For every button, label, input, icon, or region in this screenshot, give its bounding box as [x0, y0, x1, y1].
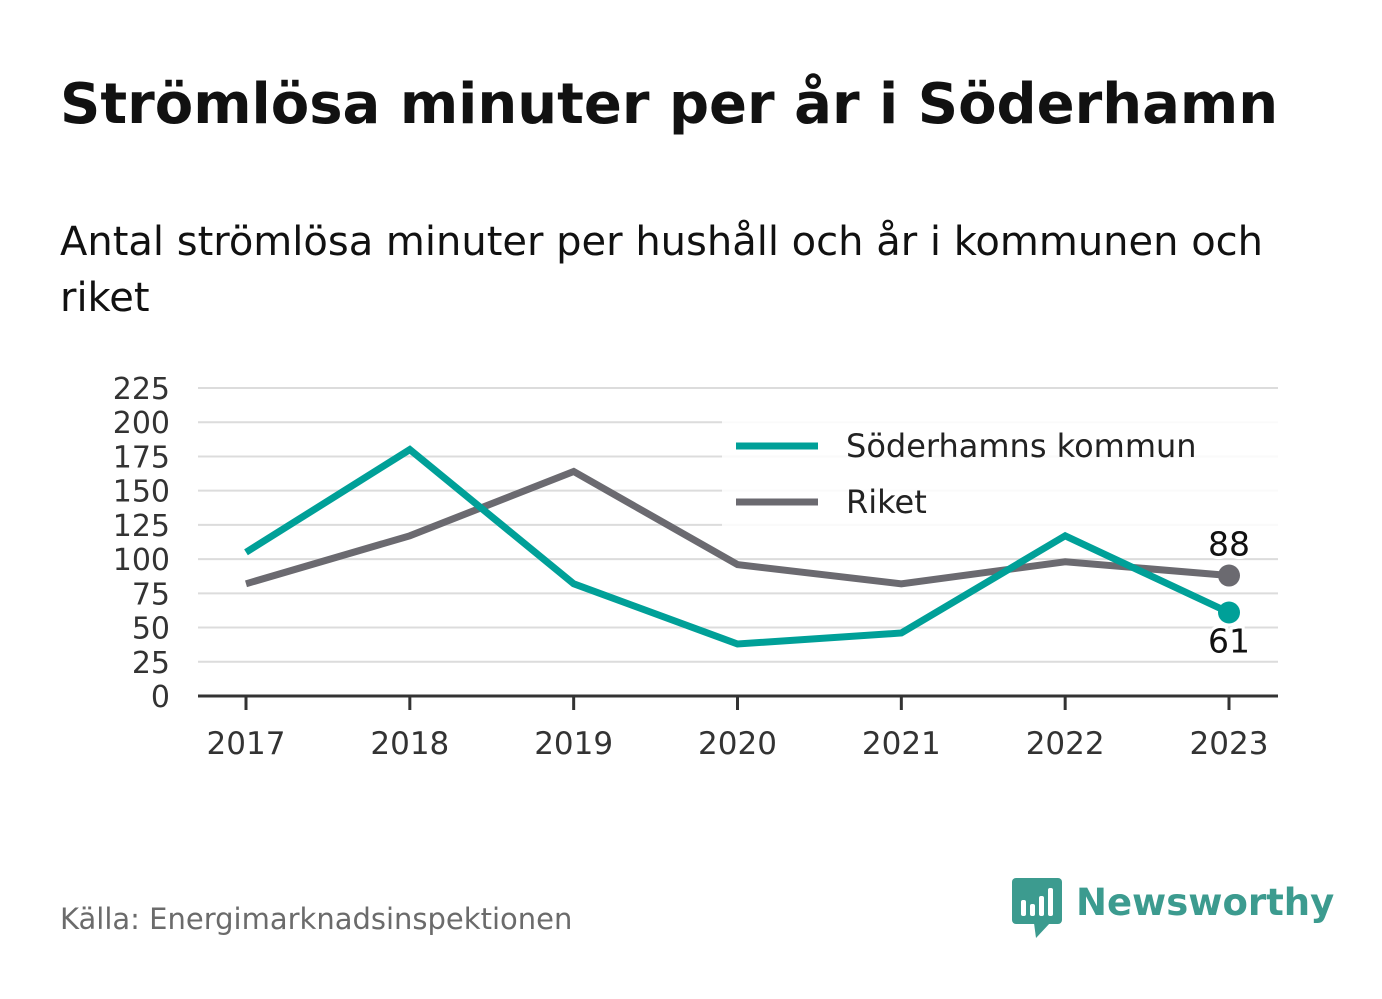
brand-name: Newsworthy [1076, 881, 1335, 924]
y-tick-label: 150 [113, 475, 170, 510]
y-tick-label: 175 [113, 440, 170, 475]
end-markers: 61 88 [1205, 522, 1253, 664]
end-marker [1218, 601, 1240, 624]
series-lines [244, 445, 1231, 648]
x-tick-label: 2021 [862, 726, 941, 762]
y-tick-label: 25 [132, 646, 170, 681]
chart-title: Strömlösa minuter per år i Söderhamn [60, 72, 1279, 137]
legend-background [722, 414, 1278, 526]
brand-logo[interactable]: Newsworthy [1012, 878, 1334, 942]
source-note: Källa: Energimarknadsinspektionen [60, 902, 573, 936]
legend: Söderhamns kommun Riket [722, 414, 1278, 526]
x-tick-label: 2017 [207, 726, 286, 762]
x-tick-label: 2019 [534, 726, 613, 762]
y-tick-label: 100 [113, 543, 170, 578]
legend-label: Riket [846, 483, 927, 521]
x-tick-label: 2018 [370, 726, 449, 762]
chart-subtitle: Antal strömlösa minuter per hushåll och … [60, 219, 1264, 321]
y-tick-label: 0 [151, 680, 170, 715]
end-value-label: 88 [1208, 525, 1250, 564]
x-tick-label: 2020 [698, 726, 777, 762]
end-marker [1218, 564, 1240, 587]
series-line [245, 467, 1230, 588]
y-tick-label: 125 [113, 509, 170, 544]
newsworthy-logo-icon [1012, 878, 1062, 938]
y-tick-label: 50 [132, 612, 170, 647]
y-tick-label: 75 [132, 577, 170, 612]
x-tick-label: 2023 [1190, 726, 1269, 762]
series-line [244, 445, 1231, 648]
y-tick-label: 225 [113, 372, 170, 407]
end-value-label: 61 [1208, 621, 1250, 660]
legend-label: Söderhamns kommun [846, 427, 1197, 465]
x-axis: 2017 2018 2019 2020 2021 2022 2023 [198, 694, 1278, 762]
x-tick-label: 2022 [1026, 726, 1105, 762]
y-tick-label: 200 [113, 406, 170, 441]
